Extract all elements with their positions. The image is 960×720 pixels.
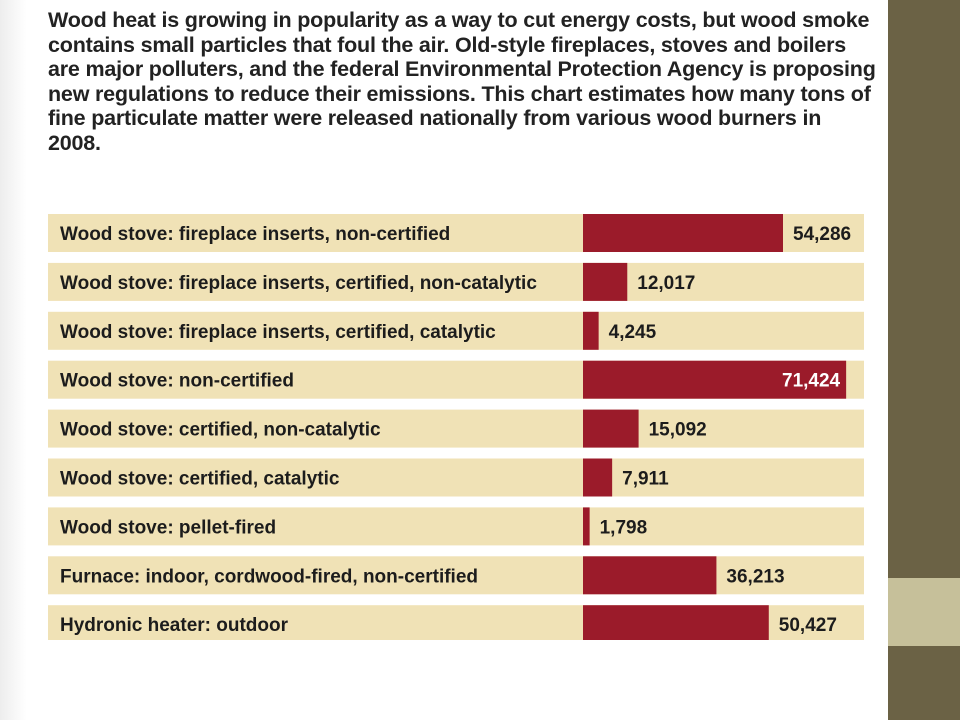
category-label: Wood stove: pellet-fired	[60, 517, 276, 538]
value-label: 54,286	[793, 224, 851, 245]
category-label: Furnace: indoor, cordwood-fired, non-cer…	[60, 566, 478, 587]
bar	[583, 507, 590, 546]
bar	[583, 360, 847, 399]
value-label: 36,213	[726, 566, 784, 587]
bar	[583, 458, 613, 497]
chart-card: Wood heat is growing in popularity as a …	[38, 0, 888, 640]
row-background	[48, 409, 864, 448]
category-label: Wood stove: certified, catalytic	[60, 469, 340, 490]
bar-chart: Wood stove: fireplace inserts, non-certi…	[48, 214, 864, 640]
value-label: 15,092	[649, 420, 707, 441]
bar	[583, 262, 628, 301]
bar	[583, 556, 717, 595]
chart-intro-text: Wood heat is growing in popularity as a …	[48, 8, 876, 155]
row-background	[48, 556, 864, 595]
row-background	[48, 311, 864, 350]
row-background	[48, 507, 864, 546]
bar-row: Wood stove: certified, non-catalytic 15,0…	[48, 409, 864, 448]
category-label: Wood stove: certified, non-catalytic	[60, 420, 381, 441]
bar-row: Furnace: indoor, cordwood-fired, non-cer…	[48, 556, 864, 595]
bar-row: Hydronic heater: outdoor 50,427	[48, 605, 864, 640]
bar-row: Wood stove: fireplace inserts, non-certi…	[48, 214, 864, 252]
bar-row: Wood stove: fireplace inserts, certified…	[48, 311, 864, 350]
value-label: 71,424	[782, 371, 841, 392]
value-label: 7,911	[622, 469, 669, 490]
row-background	[48, 458, 864, 497]
category-label: Wood stove: fireplace inserts, certified…	[60, 322, 496, 343]
value-label: 12,017	[637, 273, 695, 294]
bar-row: Wood stove: fireplace inserts, certified…	[48, 262, 864, 301]
category-label: Wood stove: fireplace inserts, non-certi…	[60, 224, 450, 245]
side-panel-accent	[888, 578, 960, 646]
bar-row: Wood stove: certified, catalytic 7,911	[48, 458, 864, 497]
bar-row: Wood stove: pellet-fired 1,798	[48, 507, 864, 546]
bar	[583, 311, 599, 350]
bar	[583, 605, 769, 640]
value-label: 1,798	[600, 517, 648, 538]
bar-row: Wood stove: non-certified 71,424	[48, 360, 864, 399]
value-label: 4,245	[609, 322, 657, 343]
value-label: 50,427	[779, 615, 837, 636]
category-label: Wood stove: non-certified	[60, 371, 294, 392]
bar	[583, 214, 783, 252]
row-background	[48, 262, 864, 301]
category-label: Wood stove: fireplace inserts, certified…	[60, 273, 537, 294]
bar	[583, 409, 639, 448]
category-label: Hydronic heater: outdoor	[60, 615, 289, 636]
